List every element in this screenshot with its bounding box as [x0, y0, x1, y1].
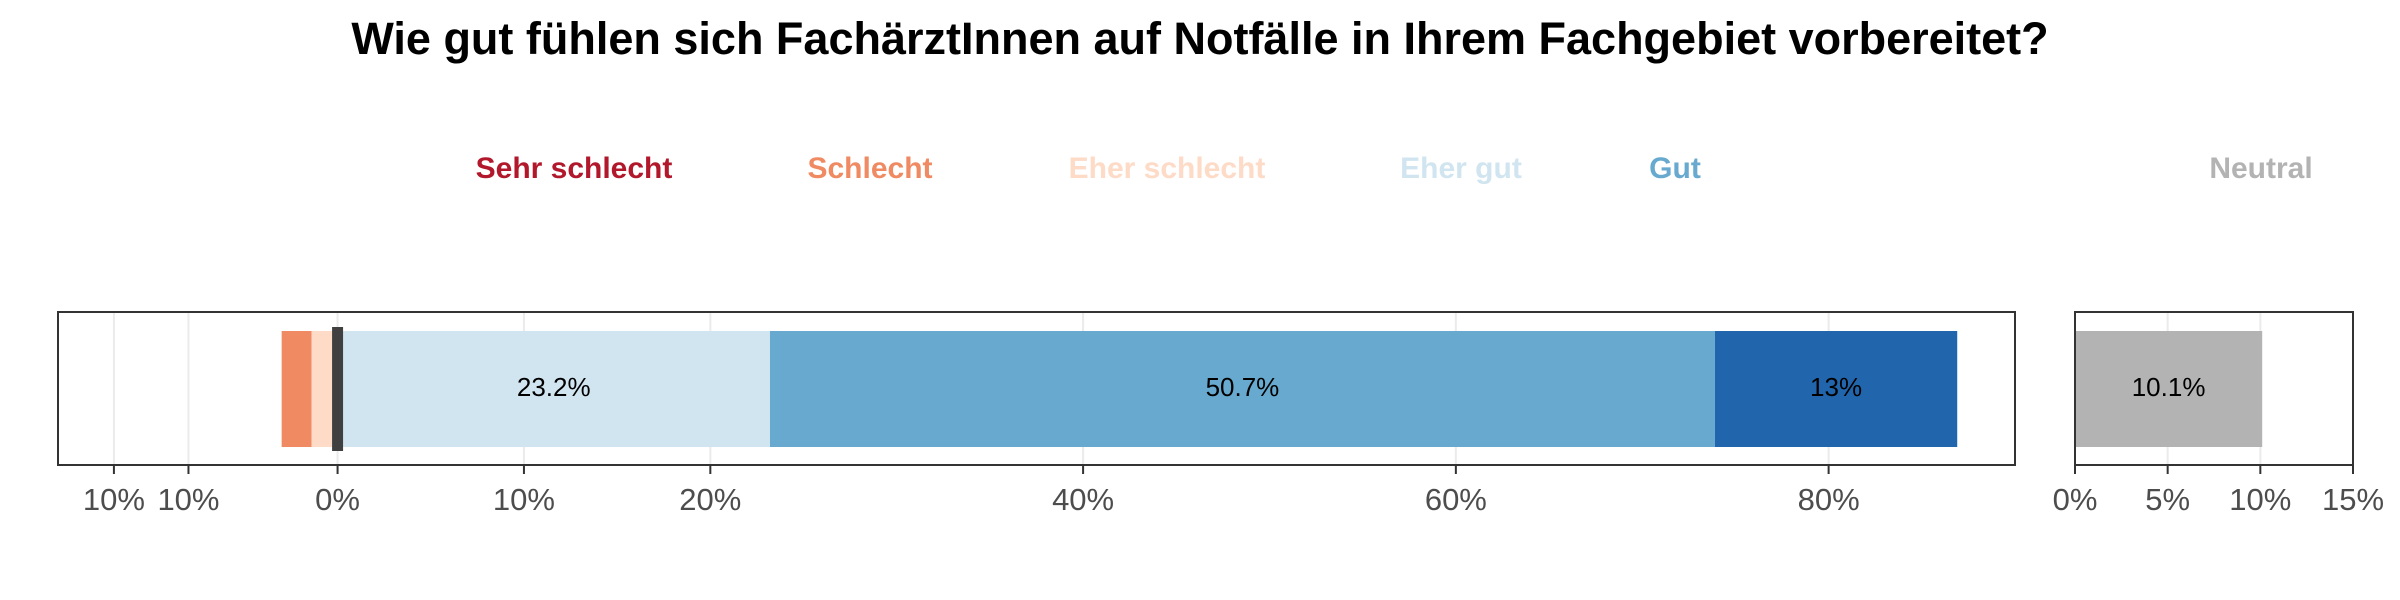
bar	[281, 331, 312, 447]
bar	[1714, 331, 1958, 447]
legend-label: Gut	[1649, 152, 1701, 185]
x-tick-label: 10%	[2229, 482, 2291, 517]
bar	[337, 331, 770, 447]
legend-label: Neutral	[2209, 152, 2312, 185]
panel-border	[57, 311, 2016, 466]
legend-label: Schlecht	[807, 152, 932, 185]
x-tick-label: 20%	[679, 482, 741, 517]
value-label: 23.2%	[517, 372, 591, 402]
x-tick-label: 15%	[2322, 482, 2384, 517]
x-tick-label: 0%	[315, 482, 360, 517]
x-tick-label: 60%	[1425, 482, 1487, 517]
panel-border	[2074, 311, 2354, 466]
x-tick-label: 10%	[157, 482, 219, 517]
x-tick-label: 5%	[2145, 482, 2190, 517]
value-label: 50.7%	[1206, 372, 1280, 402]
x-tick-label: 80%	[1798, 482, 1860, 517]
x-tick-label: 10%	[83, 482, 145, 517]
x-tick-label: 40%	[1052, 482, 1114, 517]
value-label: 10.1%	[2132, 372, 2206, 402]
bar	[2075, 331, 2263, 447]
value-label: 13%	[1810, 372, 1862, 402]
legend-label: Sehr schlecht	[476, 152, 673, 185]
legend-label: Eher gut	[1400, 152, 1522, 185]
x-tick-label: 10%	[493, 482, 555, 517]
legend-label: Eher schlecht	[1069, 152, 1266, 185]
x-tick-label: 0%	[2053, 482, 2098, 517]
chart-title: Wie gut fühlen sich FachärztInnen auf No…	[351, 13, 2048, 64]
bar	[769, 331, 1715, 447]
